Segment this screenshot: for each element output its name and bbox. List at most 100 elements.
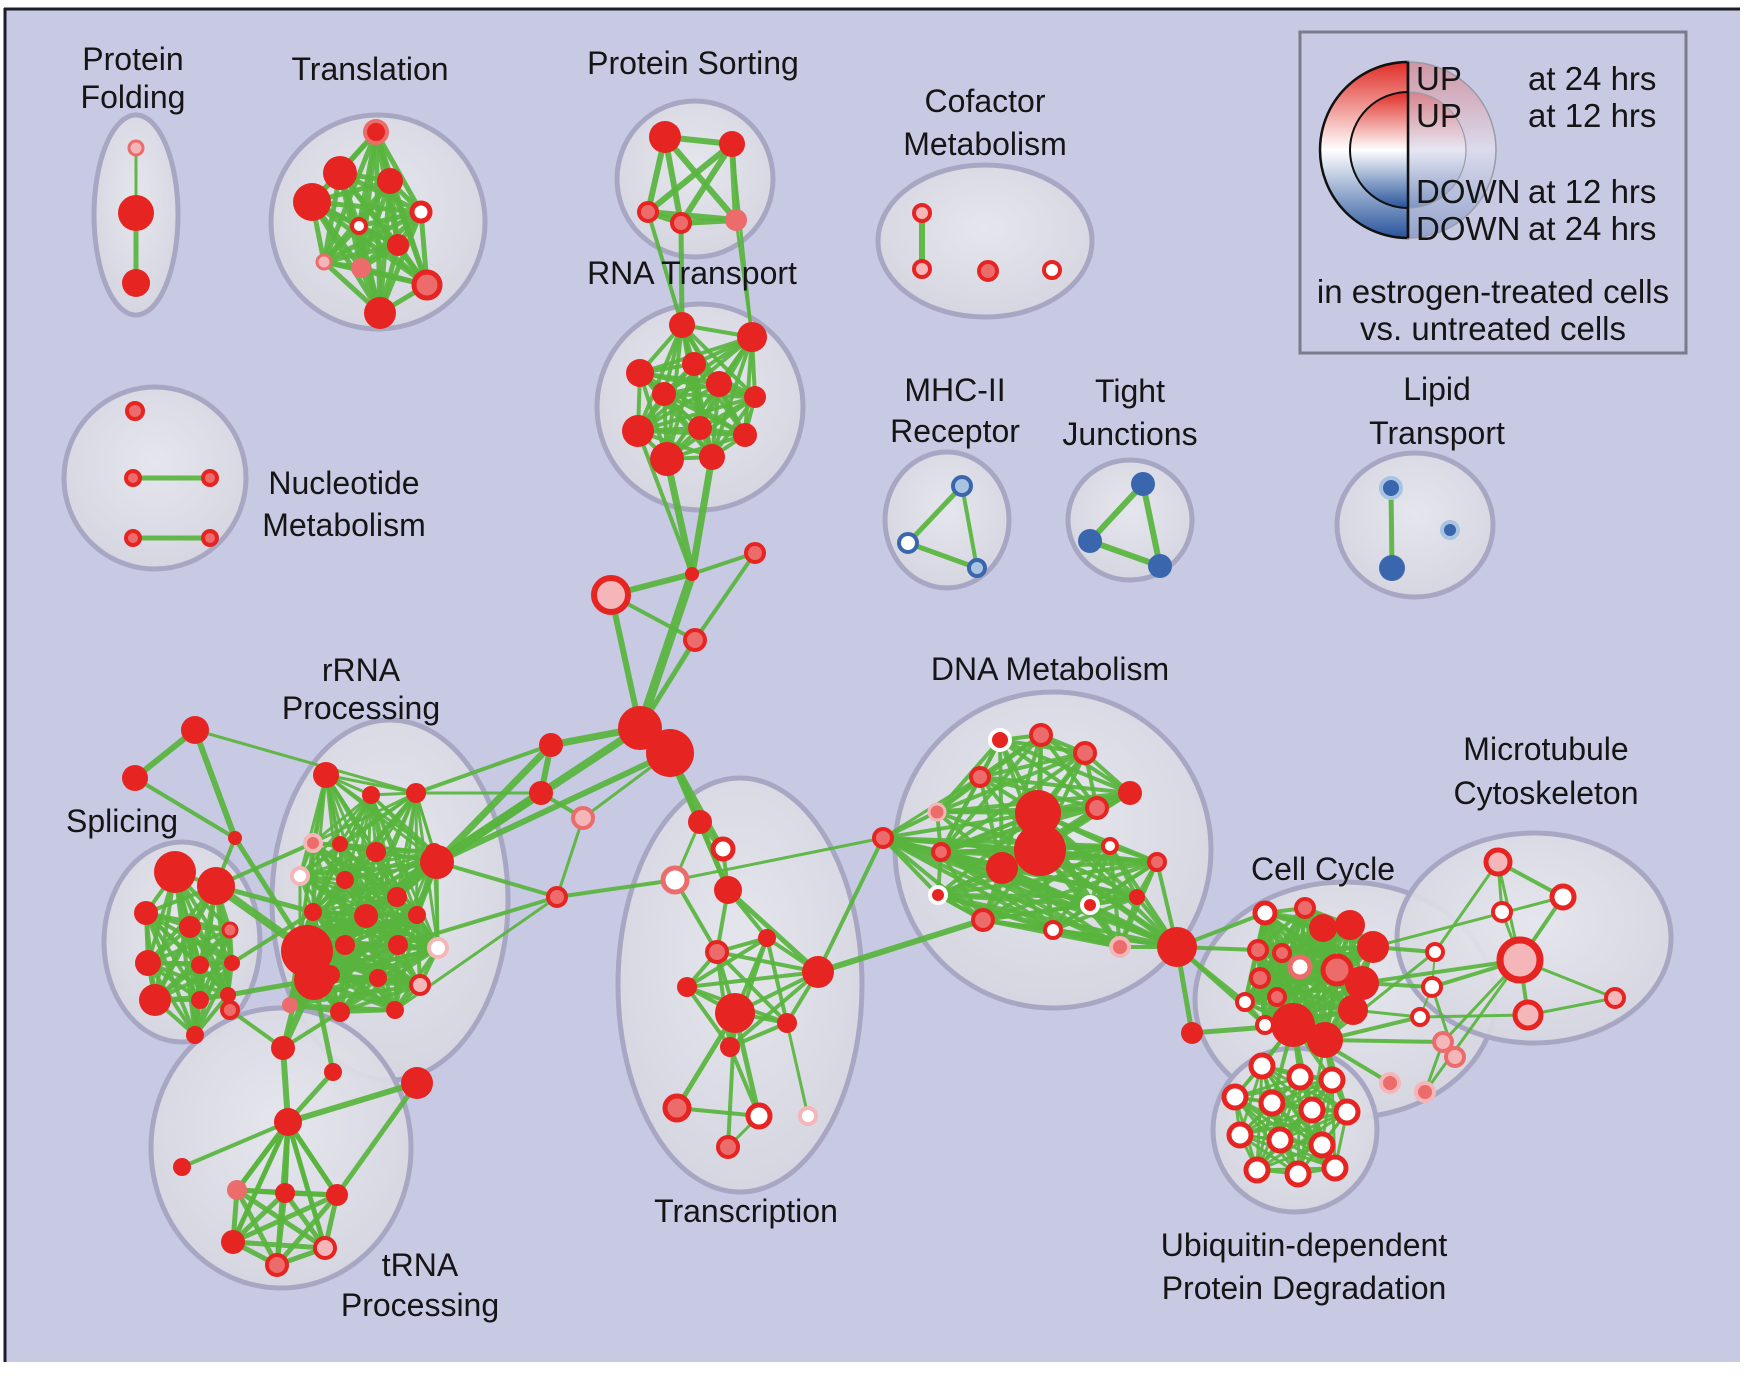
- network-node[interactable]: [332, 836, 348, 852]
- network-node[interactable]: [1307, 1022, 1343, 1058]
- network-node[interactable]: [912, 259, 932, 279]
- network-node[interactable]: [1043, 920, 1063, 940]
- network-node[interactable]: [626, 359, 654, 387]
- network-node[interactable]: [571, 806, 595, 830]
- network-node[interactable]: [139, 984, 171, 1016]
- network-node[interactable]: [1379, 1072, 1401, 1094]
- network-node[interactable]: [798, 1106, 818, 1126]
- network-node[interactable]: [927, 802, 947, 822]
- network-node[interactable]: [326, 1184, 348, 1206]
- network-node[interactable]: [191, 991, 209, 1009]
- network-node[interactable]: [1243, 1156, 1271, 1184]
- network-node[interactable]: [931, 842, 951, 862]
- network-node[interactable]: [688, 810, 712, 834]
- network-node[interactable]: [1425, 942, 1445, 962]
- network-node[interactable]: [124, 529, 142, 547]
- network-node[interactable]: [293, 183, 331, 221]
- network-node[interactable]: [363, 119, 389, 145]
- network-node[interactable]: [1298, 1096, 1326, 1124]
- network-node[interactable]: [275, 1183, 295, 1203]
- network-node[interactable]: [220, 1000, 240, 1020]
- network-node[interactable]: [1014, 824, 1066, 876]
- network-node[interactable]: [350, 217, 368, 235]
- network-node[interactable]: [1271, 1003, 1315, 1047]
- network-node[interactable]: [1345, 966, 1379, 1000]
- network-node[interactable]: [427, 937, 449, 959]
- network-node[interactable]: [1414, 1081, 1436, 1103]
- network-node[interactable]: [951, 475, 973, 497]
- network-node[interactable]: [1286, 1063, 1314, 1091]
- network-node[interactable]: [1432, 1031, 1454, 1053]
- network-node[interactable]: [1320, 953, 1354, 987]
- network-node[interactable]: [971, 908, 995, 932]
- network-node[interactable]: [705, 940, 729, 964]
- network-node[interactable]: [967, 558, 987, 578]
- network-node[interactable]: [351, 258, 371, 278]
- network-node[interactable]: [274, 1108, 302, 1136]
- network-node[interactable]: [706, 371, 732, 397]
- network-node[interactable]: [1309, 914, 1337, 942]
- network-node[interactable]: [710, 836, 736, 862]
- network-node[interactable]: [265, 1253, 289, 1277]
- network-node[interactable]: [197, 867, 235, 905]
- network-node[interactable]: [1549, 883, 1577, 911]
- network-node[interactable]: [649, 121, 681, 153]
- network-node[interactable]: [1333, 1098, 1361, 1126]
- network-node[interactable]: [122, 269, 150, 297]
- network-node[interactable]: [364, 297, 396, 329]
- network-node[interactable]: [294, 960, 334, 1000]
- network-node[interactable]: [1073, 741, 1097, 765]
- network-node[interactable]: [122, 765, 148, 791]
- network-node[interactable]: [1318, 1066, 1346, 1094]
- network-node[interactable]: [1604, 987, 1626, 1009]
- network-node[interactable]: [181, 716, 209, 744]
- network-node[interactable]: [191, 956, 209, 974]
- network-node[interactable]: [1444, 1046, 1466, 1068]
- network-node[interactable]: [725, 209, 747, 231]
- network-node[interactable]: [685, 567, 699, 581]
- network-node[interactable]: [662, 1093, 692, 1123]
- network-node[interactable]: [362, 786, 380, 804]
- network-node[interactable]: [1248, 1052, 1276, 1080]
- network-node[interactable]: [646, 729, 694, 777]
- network-node[interactable]: [969, 766, 991, 788]
- network-node[interactable]: [715, 993, 755, 1033]
- network-node[interactable]: [201, 469, 219, 487]
- network-node[interactable]: [1157, 927, 1197, 967]
- network-node[interactable]: [369, 969, 387, 987]
- network-node[interactable]: [677, 977, 697, 997]
- network-node[interactable]: [1308, 1131, 1336, 1159]
- network-node[interactable]: [1294, 897, 1316, 919]
- network-node[interactable]: [683, 628, 707, 652]
- network-node[interactable]: [1410, 1007, 1430, 1027]
- network-node[interactable]: [1042, 260, 1062, 280]
- network-node[interactable]: [1255, 1015, 1275, 1035]
- network-node[interactable]: [134, 901, 158, 925]
- network-node[interactable]: [652, 382, 676, 406]
- network-node[interactable]: [1421, 976, 1443, 998]
- network-node[interactable]: [366, 842, 386, 862]
- network-node[interactable]: [135, 950, 161, 976]
- network-node[interactable]: [409, 200, 433, 224]
- network-node[interactable]: [745, 1102, 773, 1130]
- network-node[interactable]: [1284, 1160, 1312, 1188]
- network-node[interactable]: [928, 885, 948, 905]
- network-node[interactable]: [1252, 900, 1278, 926]
- network-node[interactable]: [1247, 939, 1269, 961]
- network-node[interactable]: [716, 1135, 740, 1159]
- network-node[interactable]: [387, 887, 407, 907]
- network-node[interactable]: [802, 956, 834, 988]
- network-node[interactable]: [220, 987, 236, 1003]
- network-node[interactable]: [228, 831, 242, 845]
- network-node[interactable]: [591, 575, 631, 615]
- network-node[interactable]: [221, 921, 239, 939]
- network-node[interactable]: [173, 1158, 191, 1176]
- network-node[interactable]: [660, 865, 690, 895]
- network-node[interactable]: [1080, 895, 1100, 915]
- network-node[interactable]: [1101, 837, 1119, 855]
- network-node[interactable]: [1118, 781, 1142, 805]
- network-node[interactable]: [1147, 852, 1167, 872]
- network-node[interactable]: [733, 423, 757, 447]
- network-node[interactable]: [315, 253, 333, 271]
- network-node[interactable]: [1221, 1083, 1249, 1111]
